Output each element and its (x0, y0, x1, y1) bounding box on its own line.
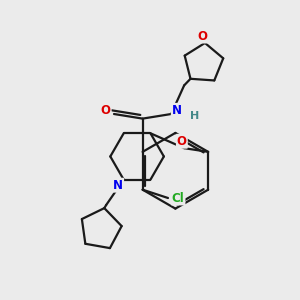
Text: N: N (172, 104, 182, 117)
Text: O: O (198, 29, 208, 43)
Text: H: H (190, 111, 199, 121)
Text: Cl: Cl (172, 191, 184, 205)
Text: O: O (177, 135, 187, 148)
Text: O: O (101, 104, 111, 117)
Text: N: N (113, 179, 123, 192)
